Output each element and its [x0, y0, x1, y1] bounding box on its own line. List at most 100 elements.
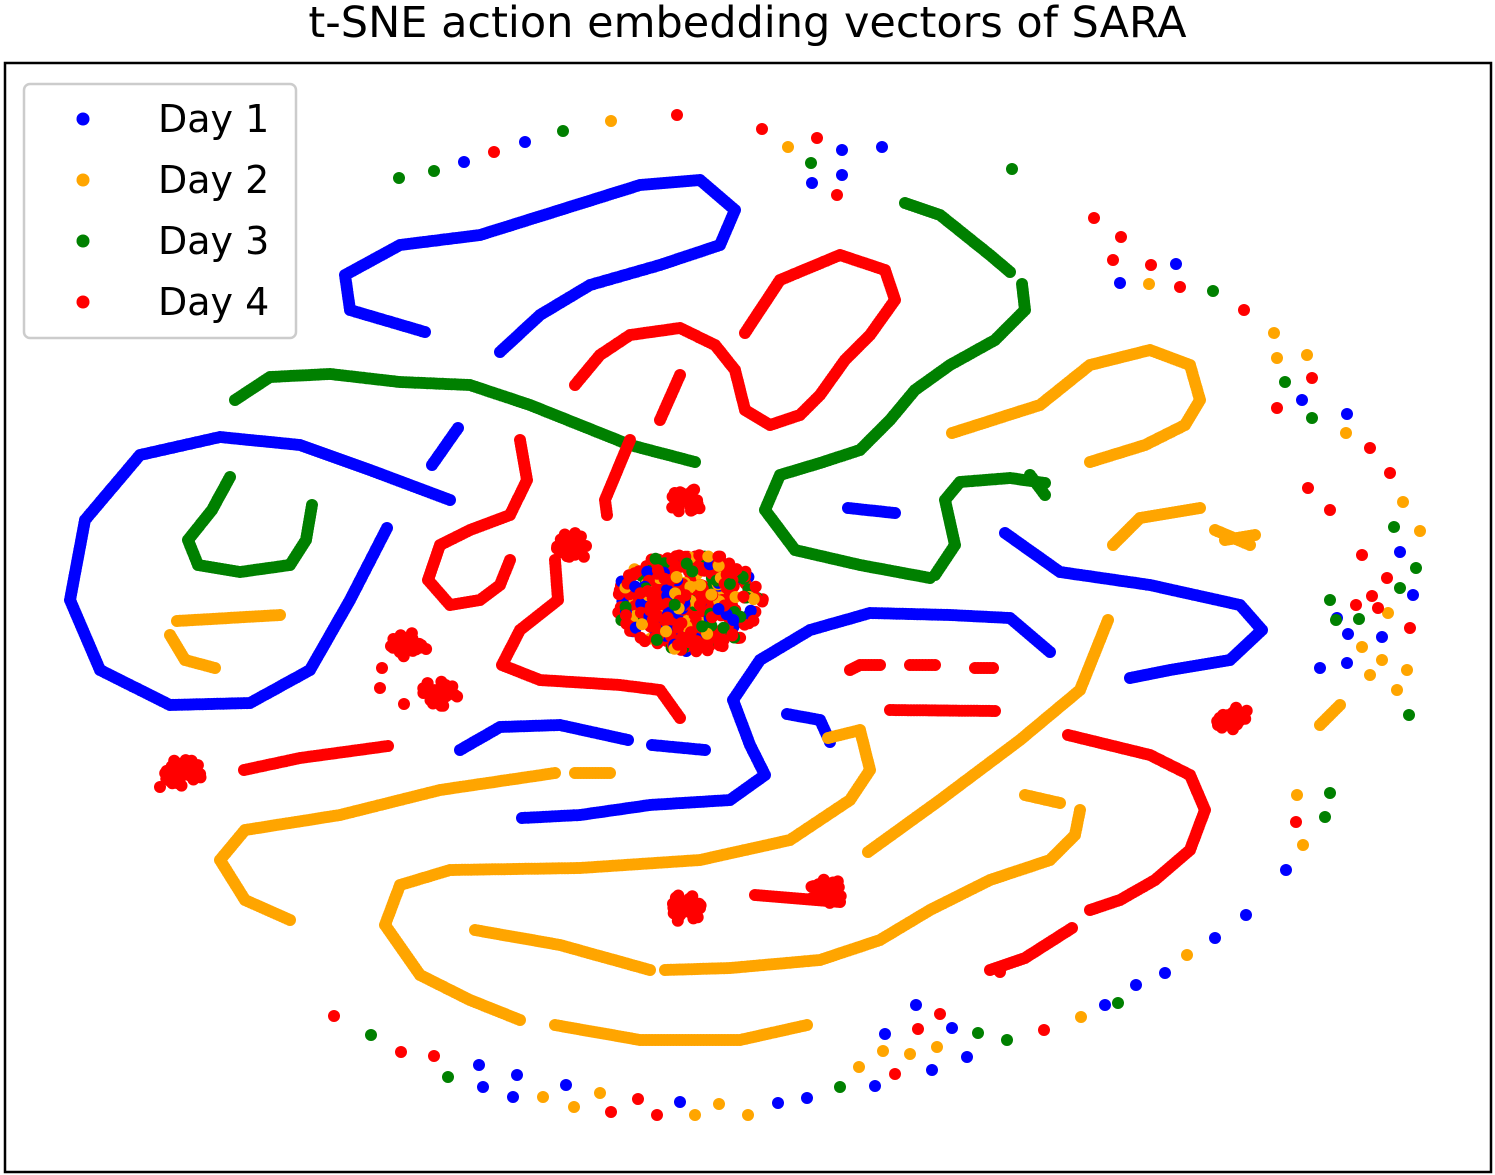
day-2-point — [1291, 789, 1303, 801]
day-1-point — [1240, 909, 1252, 921]
day-4-point — [382, 740, 394, 752]
day-4-point — [395, 1046, 407, 1058]
center-cluster-point — [636, 618, 648, 631]
center-cluster-point — [694, 579, 707, 592]
day-4-cluster-point — [672, 889, 685, 902]
day-2-point — [514, 1014, 526, 1026]
day-1-point — [1159, 967, 1171, 979]
center-cluster-point — [693, 599, 706, 612]
day-4-cluster-point — [434, 685, 447, 698]
day-4-point — [1145, 259, 1157, 271]
day-2-point — [644, 964, 656, 976]
center-cluster-point — [634, 631, 647, 644]
day-4-point — [569, 379, 581, 391]
day-4-cluster-point — [415, 639, 428, 652]
center-cluster-point — [706, 611, 718, 624]
day-4-cluster-point — [679, 904, 692, 917]
day-4-point — [1271, 402, 1283, 414]
day-4-cluster-point — [559, 529, 572, 542]
day-4-cluster-point — [561, 538, 574, 551]
day-1-point — [699, 744, 711, 756]
day-2-point — [1181, 949, 1193, 961]
day-2-point — [1084, 456, 1096, 468]
center-cluster-point — [668, 598, 681, 611]
chart-title: t-SNE action embedding vectors of SARA — [308, 0, 1187, 48]
day-4-point — [889, 1068, 901, 1080]
day-3-point — [1330, 614, 1342, 626]
day-3-point — [442, 1071, 454, 1083]
day-2-point — [853, 1061, 865, 1073]
center-cluster-point — [712, 603, 725, 615]
day-2-point — [742, 1109, 754, 1121]
day-3-point — [1039, 489, 1051, 501]
day-2-point — [605, 115, 617, 127]
day-1-point — [801, 1092, 813, 1104]
day-4-point — [1306, 372, 1318, 384]
day-1-point — [1296, 394, 1308, 406]
day-4-point — [374, 682, 386, 694]
day-1-point — [507, 1091, 519, 1103]
day-4-cluster-point — [832, 881, 845, 894]
center-cluster-point — [672, 621, 685, 634]
plot-frame — [3, 61, 1493, 1174]
center-cluster-point — [660, 625, 672, 638]
day-4-point — [376, 662, 388, 674]
day-1-point — [1407, 589, 1419, 601]
day-1-point — [1341, 408, 1353, 420]
day-4-point — [328, 1010, 340, 1022]
center-cluster-point — [726, 629, 739, 642]
day-2-point — [877, 1045, 889, 1057]
day-1-point — [381, 522, 393, 534]
day-1-point — [1314, 662, 1326, 674]
day-2-point — [1334, 699, 1346, 711]
center-cluster-point — [696, 620, 709, 633]
day-4-cluster-point — [561, 550, 573, 563]
day-3-point — [1112, 997, 1124, 1009]
day-4-cluster-point — [165, 760, 178, 773]
day-1-point — [511, 1069, 523, 1081]
day-4-point — [1384, 467, 1396, 479]
points-layer — [64, 109, 1426, 1121]
center-cluster-point — [723, 577, 736, 590]
day-2-point — [782, 141, 794, 153]
day-1-point — [1341, 657, 1353, 669]
center-cluster-point — [726, 566, 738, 579]
center-cluster-point — [661, 611, 674, 624]
day-2-point — [801, 1019, 813, 1031]
day-4-point — [1356, 549, 1368, 561]
day-4-cluster-point — [193, 769, 206, 782]
day-3-point — [365, 1029, 377, 1041]
center-cluster-point — [712, 550, 725, 563]
day-1-point — [836, 144, 848, 156]
day-4-point — [874, 659, 886, 671]
day-4-point — [987, 662, 999, 674]
day-4-point — [1372, 602, 1384, 614]
center-cluster-point — [690, 645, 703, 658]
center-cluster-point — [650, 633, 663, 646]
day-3-point — [306, 499, 318, 511]
center-cluster-point — [712, 559, 725, 572]
day-1-point — [772, 1097, 784, 1109]
day-1-point — [946, 1022, 958, 1034]
day-4-point — [831, 189, 843, 201]
center-cluster-point — [647, 600, 660, 613]
day-3-point — [805, 157, 817, 169]
day-3-point — [557, 125, 569, 137]
day-1-point — [836, 169, 848, 181]
day-4-point — [1088, 212, 1100, 224]
day-4-point — [1404, 622, 1416, 634]
day-4-cluster-point — [805, 892, 818, 905]
day-4-point — [1174, 281, 1186, 293]
center-cluster-point — [651, 564, 664, 577]
day-4-point — [989, 705, 1001, 717]
day-4-cluster-point — [168, 772, 181, 785]
day-2-point — [1075, 1011, 1087, 1023]
day-2-point — [274, 609, 286, 621]
center-cluster-point — [672, 638, 684, 651]
day-1-point — [516, 812, 528, 824]
day-2-point — [537, 1091, 549, 1103]
day-4-point — [984, 964, 996, 976]
day-4-cluster-point — [686, 890, 699, 903]
day-1-point — [1130, 979, 1142, 991]
day-4-point — [428, 1050, 440, 1062]
